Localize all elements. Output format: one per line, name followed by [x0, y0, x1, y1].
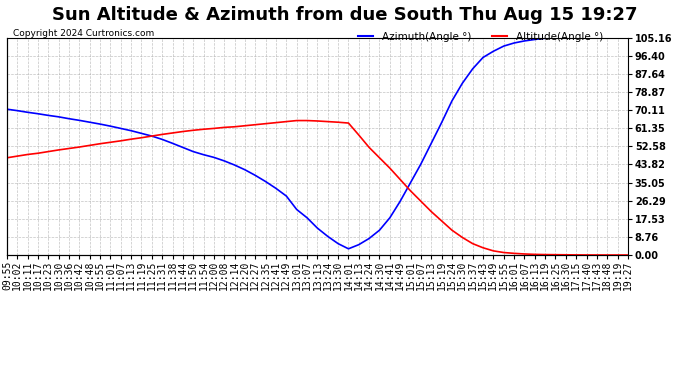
Text: Copyright 2024 Curtronics.com: Copyright 2024 Curtronics.com	[13, 29, 155, 38]
Legend: Azimuth(Angle °), Altitude(Angle °): Azimuth(Angle °), Altitude(Angle °)	[353, 27, 607, 46]
Text: Sun Altitude & Azimuth from due South Thu Aug 15 19:27: Sun Altitude & Azimuth from due South Th…	[52, 6, 638, 24]
